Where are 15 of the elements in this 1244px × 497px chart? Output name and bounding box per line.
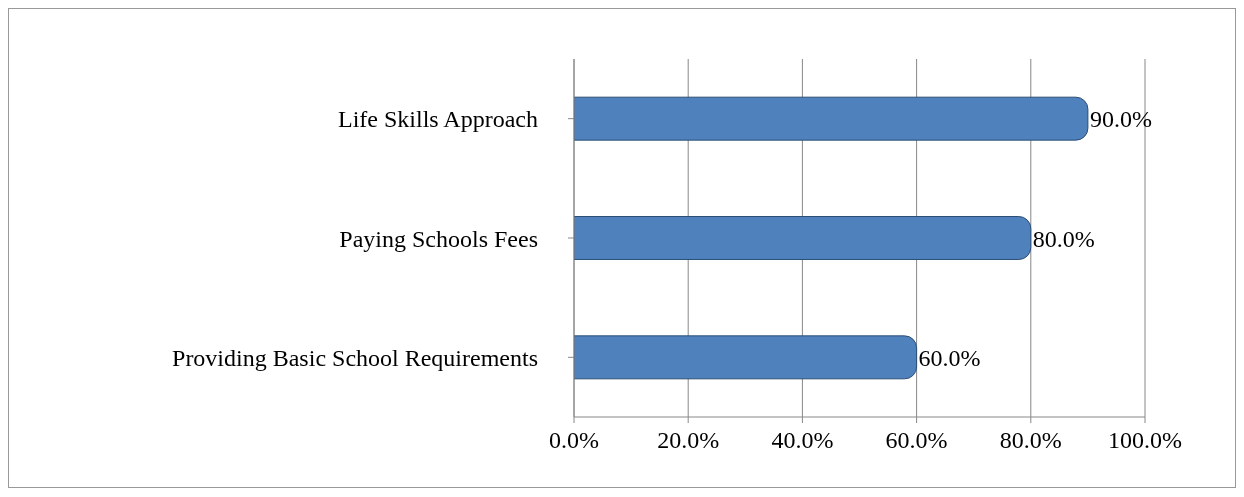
- data-label: 60.0%: [918, 344, 981, 371]
- y-tick-label: Providing Basic School Requirements: [172, 344, 538, 371]
- bar: [574, 96, 1089, 141]
- y-tick-label: Paying Schools Fees: [339, 225, 538, 252]
- x-tick-label: 100.0%: [1108, 427, 1182, 454]
- data-label: 90.0%: [1089, 106, 1152, 133]
- x-tick-label: 60.0%: [885, 427, 948, 454]
- y-tick-label: Life Skills Approach: [338, 106, 538, 133]
- bar: [574, 335, 918, 380]
- data-label: 80.0%: [1032, 225, 1095, 252]
- x-tick-label: 40.0%: [771, 427, 834, 454]
- x-tick-label: 20.0%: [657, 427, 720, 454]
- bar: [574, 216, 1032, 260]
- x-tick-label: 80.0%: [999, 427, 1062, 454]
- x-tick-label: 0.0%: [549, 427, 599, 454]
